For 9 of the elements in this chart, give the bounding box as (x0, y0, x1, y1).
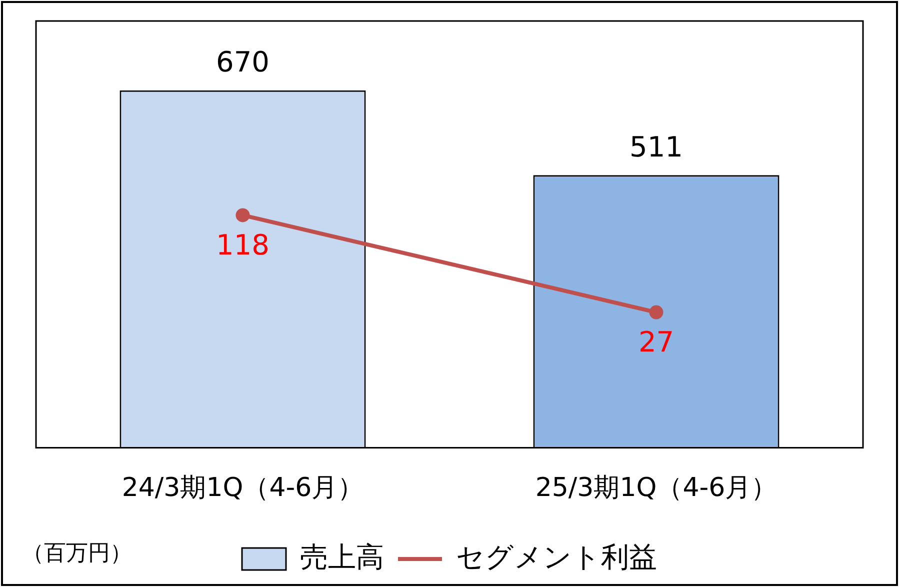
data-label: 670 (216, 46, 270, 79)
text: （百万円） (22, 540, 132, 568)
x-tick-label: 24/3期1Q（4-6月） (122, 473, 364, 504)
data-label: 27 (638, 326, 674, 359)
legend-label: 売上高 (300, 540, 384, 574)
x-tick-label: 25/3期1Q（4-6月） (535, 473, 778, 504)
data-label: 118 (216, 228, 270, 262)
legend-label: セグメント利益 (456, 540, 657, 574)
data-label: 511 (630, 130, 683, 164)
